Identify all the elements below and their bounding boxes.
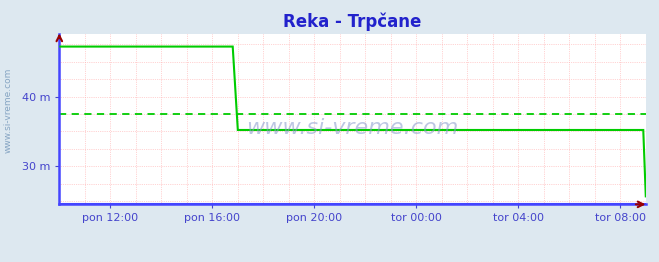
Text: www.si-vreme.com: www.si-vreme.com <box>3 67 13 153</box>
Title: Reka - Trpčane: Reka - Trpčane <box>283 13 422 31</box>
Text: www.si-vreme.com: www.si-vreme.com <box>246 118 459 138</box>
